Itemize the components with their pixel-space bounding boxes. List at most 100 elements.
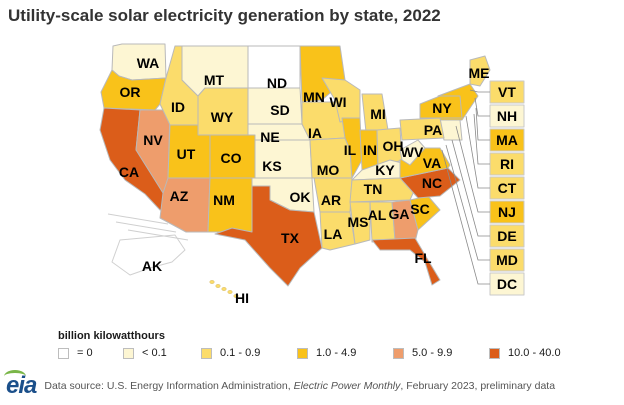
footer: eia Data source: U.S. Energy Information…: [4, 370, 556, 400]
legend-item: = 0: [58, 347, 123, 359]
state-label-al: AL: [368, 207, 387, 223]
state-label-mi: MI: [370, 106, 386, 122]
state-label-fl: FL: [414, 250, 432, 266]
legend-swatch: [58, 347, 69, 359]
state-label-ma: MA: [496, 132, 518, 148]
state-label-ak: AK: [142, 258, 162, 274]
state-label-ar: AR: [321, 192, 341, 208]
state-label-de: DE: [497, 228, 516, 244]
state-label-ks: KS: [262, 158, 281, 174]
state-label-in: IN: [363, 142, 377, 158]
state-label-mt: MT: [204, 72, 225, 88]
state-label-sd: SD: [270, 102, 289, 118]
state-label-ky: KY: [375, 162, 395, 178]
leader-line-nh: [474, 97, 490, 117]
state-tx[interactable]: [214, 185, 323, 287]
state-label-pa: PA: [424, 122, 442, 138]
legend-label: < 0.1: [142, 347, 167, 359]
state-ga[interactable]: [391, 199, 419, 243]
state-label-oh: OH: [383, 138, 404, 154]
state-label-nd: ND: [267, 75, 287, 91]
legend-item: 1.0 - 4.9: [297, 347, 393, 359]
state-label-wy: WY: [211, 109, 234, 125]
state-hi-island[interactable]: [209, 280, 215, 284]
ak-border-line: [127, 229, 189, 241]
legend-label: = 0: [77, 347, 93, 359]
leader-line-vt: [469, 89, 490, 93]
state-label-nj: NJ: [498, 204, 516, 220]
state-label-ny: NY: [432, 100, 452, 116]
legend-swatch: [123, 347, 134, 359]
state-label-ut: UT: [177, 146, 196, 162]
eia-logo: eia: [4, 370, 37, 399]
state-label-tn: TN: [364, 181, 383, 197]
state-la[interactable]: [319, 211, 356, 251]
state-label-mo: MO: [317, 162, 340, 178]
ak-border-line: [107, 213, 169, 225]
state-label-ne: NE: [260, 129, 279, 145]
legend-swatch: [489, 347, 500, 359]
state-hi-island[interactable]: [221, 287, 227, 291]
state-label-az: AZ: [170, 188, 189, 204]
state-hi-island[interactable]: [227, 290, 233, 294]
state-label-ct: CT: [498, 180, 517, 196]
leader-line-nj: [455, 125, 490, 213]
state-label-nh: NH: [497, 108, 517, 124]
state-hi-island[interactable]: [215, 284, 221, 288]
state-fl[interactable]: [371, 237, 441, 286]
state-label-dc: DC: [497, 276, 517, 292]
state-label-la: LA: [324, 226, 343, 242]
state-label-nm: NM: [213, 192, 235, 208]
state-label-tx: TX: [281, 230, 300, 246]
leader-line-de: [451, 139, 490, 237]
legend-title: billion kilowatthours: [58, 330, 165, 342]
state-me[interactable]: [469, 55, 491, 87]
state-label-nc: NC: [422, 175, 442, 191]
state-label-md: MD: [496, 252, 518, 268]
state-label-co: CO: [221, 150, 242, 166]
legend-swatch: [201, 347, 212, 359]
state-ny[interactable]: [419, 95, 463, 119]
leader-line-md: [445, 144, 490, 261]
state-ak[interactable]: [111, 234, 186, 276]
legend-item: 5.0 - 9.9: [393, 347, 489, 359]
state-label-ri: RI: [500, 156, 514, 172]
state-label-sc: SC: [410, 201, 429, 217]
state-label-wv: WV: [401, 144, 424, 160]
legend-swatch: [393, 347, 404, 359]
state-wv[interactable]: [399, 139, 426, 166]
state-label-id: ID: [171, 99, 185, 115]
state-label-vt: VT: [498, 84, 516, 100]
legend-label: 1.0 - 4.9: [316, 347, 357, 359]
leader-line-ma: [475, 107, 490, 141]
state-pa[interactable]: [399, 117, 445, 141]
state-label-me: ME: [469, 65, 490, 81]
legend-item: < 0.1: [123, 347, 201, 359]
state-label-wi: WI: [329, 94, 346, 110]
state-label-hi: HI: [235, 290, 249, 306]
state-label-ms: MS: [348, 214, 369, 230]
legend-label: 5.0 - 9.9: [412, 347, 453, 359]
eia-logo-arc-icon: [4, 370, 26, 383]
state-label-ok: OK: [290, 189, 311, 205]
data-source-note: Data source: U.S. Energy Information Adm…: [44, 380, 556, 392]
leader-line-ct: [465, 115, 490, 189]
legend-item: 10.0 - 40.0: [489, 347, 579, 359]
state-il[interactable]: [341, 117, 363, 179]
state-label-ga: GA: [389, 206, 410, 222]
state-label-wa: WA: [137, 55, 160, 71]
legend-item: 0.1 - 0.9: [201, 347, 297, 359]
leader-line-ri: [473, 113, 490, 165]
state-label-ia: IA: [308, 125, 322, 141]
state-label-va: VA: [423, 155, 441, 171]
state-hi-island[interactable]: [233, 294, 239, 298]
state-label-il: IL: [344, 142, 357, 158]
state-label-nv: NV: [143, 132, 163, 148]
state-ms[interactable]: [349, 201, 371, 245]
ak-border-line: [115, 221, 177, 233]
leader-line-dc: [441, 149, 490, 285]
legend-swatch: [297, 347, 308, 359]
state-label-ca: CA: [119, 164, 139, 180]
legend: = 0 < 0.1 0.1 - 0.9 1.0 - 4.9 5.0 - 9.9 10.0 …: [58, 347, 579, 359]
